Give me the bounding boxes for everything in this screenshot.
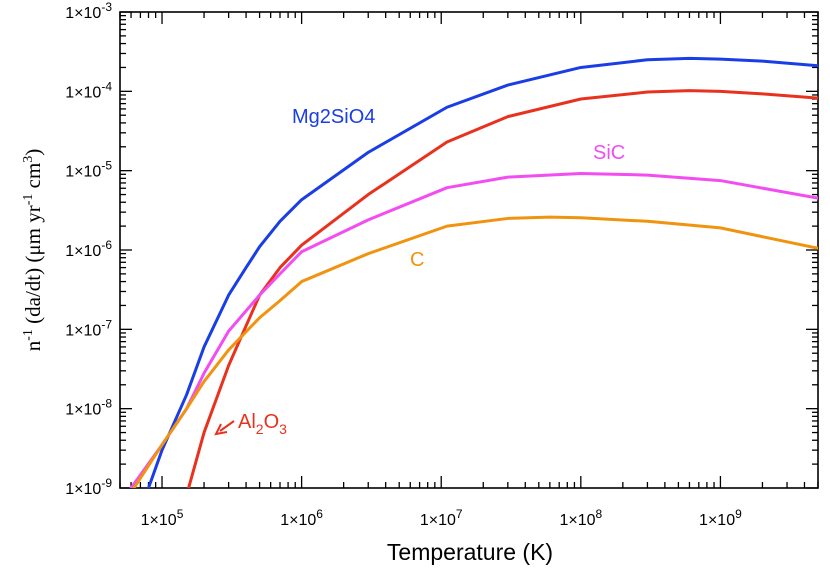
y-tick-label: 1×10-8 xyxy=(65,397,112,419)
ylabel-n: n xyxy=(21,340,45,351)
y-tick-labels: 1×10-9 1×10-8 1×10-7 1×10-6 1×10-5 1×10-4 1×10… xyxy=(65,0,112,498)
plot-frame xyxy=(119,11,819,489)
series-line-sic xyxy=(129,172,818,488)
al2o3-label-o: O xyxy=(264,411,280,433)
series-line-mg2sio4 xyxy=(147,56,818,488)
series-label-c: C xyxy=(410,249,424,271)
x-tick-label: 1×106 xyxy=(280,507,323,529)
x-axis-title: Temperature (K) xyxy=(387,539,553,565)
axis-ticks xyxy=(119,11,819,489)
ylabel-n-sup: -1 xyxy=(21,329,36,341)
series-label-mg2sio4: Mg2SiO4 xyxy=(292,106,375,128)
al2o3-arrow xyxy=(214,420,235,436)
series-line-c xyxy=(132,215,818,488)
series-label-sic: SiC xyxy=(593,142,625,164)
y-tick-label: 1×10-6 xyxy=(65,238,112,260)
ylabel-sup2: 3 xyxy=(21,156,36,163)
series-lines xyxy=(129,56,818,488)
y-tick-label: 1×10-5 xyxy=(65,159,112,181)
y-tick-label: 1×10-4 xyxy=(65,79,112,101)
y-tick-label: 1×10-3 xyxy=(65,0,112,22)
ylabel-part3: ) xyxy=(21,149,45,156)
x-tick-label: 1×107 xyxy=(420,507,463,529)
ylabel-sup1: -1 xyxy=(21,194,36,206)
x-tick-label: 1×105 xyxy=(141,507,184,529)
ylabel-part1: (da/dt) (μm yr xyxy=(21,205,45,329)
ylabel-part2: cm xyxy=(21,163,45,194)
al2o3-label-sub3: 3 xyxy=(279,421,287,437)
x-tick-label: 1×108 xyxy=(559,507,602,529)
y-axis-title: n-1 (da/dt) (μm yr-1 cm3) xyxy=(21,149,45,352)
y-tick-label: 1×10-9 xyxy=(65,476,112,498)
y-tick-label: 1×10-7 xyxy=(65,317,112,339)
series-label-al2o3: Al2O3 xyxy=(238,411,287,437)
series-line-al2o3 xyxy=(187,89,818,488)
x-tick-label: 1×109 xyxy=(699,507,742,529)
al2o3-label-al: Al xyxy=(238,411,256,433)
x-tick-labels: 1×105 1×106 1×107 1×108 1×109 xyxy=(141,507,742,529)
al2o3-label-sub2: 2 xyxy=(256,421,264,437)
